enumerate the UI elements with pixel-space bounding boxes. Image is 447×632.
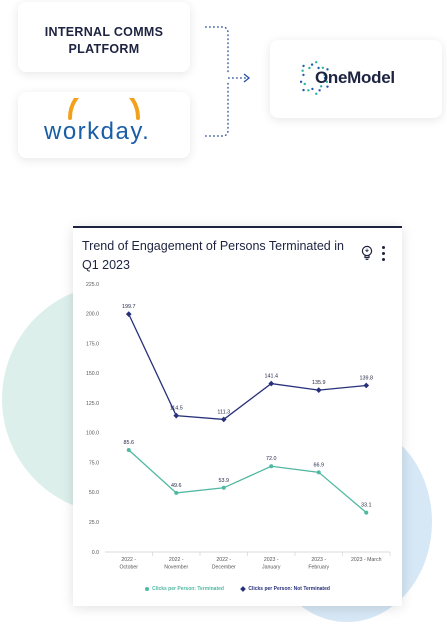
onemodel-logo: OneModel	[315, 68, 395, 87]
x-tick-label: 2022 -	[216, 557, 231, 563]
logo-dot	[301, 69, 304, 72]
logo-dot	[323, 73, 326, 77]
data-label: 33.1	[361, 503, 372, 509]
data-point	[125, 311, 132, 317]
logo-dot	[318, 89, 321, 92]
y-tick-label: 225.0	[86, 282, 99, 288]
logo-dot	[307, 89, 310, 92]
chart-title: Trend of Engagement of Persons Terminate…	[82, 239, 344, 272]
x-tick-label: December	[212, 565, 236, 571]
logo-dot	[311, 87, 314, 91]
data-point	[268, 380, 275, 387]
chart-card: Trend of Engagement of Persons Terminate…	[73, 226, 402, 606]
line-chart: 0.0 25.0 50.0 75.0 100.0 125.0 150.0 175.0 200.0…	[86, 282, 391, 571]
more-options-icon[interactable]	[381, 246, 387, 262]
logo-dot	[315, 60, 318, 64]
data-point	[126, 448, 131, 453]
logo-dot	[320, 85, 323, 88]
logo-dot	[326, 85, 329, 88]
data-label: 139.8	[360, 375, 374, 381]
y-tick-label: 150.0	[86, 371, 99, 377]
logo-dot	[326, 68, 329, 71]
series-line-1	[128, 313, 367, 421]
y-tick-label: 25.0	[89, 520, 99, 526]
target-card-onemodel: OneModel	[270, 40, 442, 118]
y-tick-label: 50.0	[89, 490, 99, 496]
legend-item-not-terminated[interactable]: Clicks per Person: Not Terminated	[240, 585, 330, 592]
data-point	[269, 464, 274, 469]
x-tick-label: November	[164, 565, 188, 571]
data-label: 135.9	[312, 380, 326, 386]
logo-dot	[300, 80, 303, 84]
x-tick-label: February	[308, 565, 329, 571]
legend-marker-diamond	[240, 585, 247, 592]
x-tick-label: October	[120, 565, 139, 571]
x-tick-label: 2023 - March	[351, 557, 382, 563]
connector-lines	[205, 26, 251, 137]
data-point	[174, 490, 179, 495]
legend-label: Clicks per Person: Terminated	[152, 586, 224, 592]
logo-dot	[321, 66, 325, 69]
data-point	[364, 510, 369, 515]
logo-dot	[308, 66, 311, 70]
y-tick-label: 100.0	[86, 431, 99, 437]
logo-dot	[302, 64, 305, 68]
data-point	[315, 387, 322, 393]
internal-comms-label: INTERNAL COMMS PLATFORM	[44, 25, 164, 56]
data-label: 199.7	[122, 304, 136, 310]
data-label: 66.9	[314, 462, 325, 468]
data-point	[220, 416, 227, 423]
logo-dot	[310, 63, 314, 66]
source-card-workday: workday.	[18, 92, 190, 158]
y-tick-label: 125.0	[86, 401, 99, 407]
logo-dot	[302, 88, 305, 92]
logo-dot	[323, 76, 327, 80]
workday-logo-arc-icon	[68, 98, 140, 120]
data-label: 49.6	[171, 483, 182, 489]
y-tick-label: 200.0	[86, 312, 99, 318]
logo-dot	[315, 92, 318, 96]
data-point	[221, 485, 226, 490]
x-tick-label: 2022 -	[169, 557, 184, 563]
y-tick-label: 0.0	[92, 550, 99, 556]
data-label: 114.5	[170, 406, 183, 412]
workday-logo: workday.	[44, 118, 151, 145]
y-tick-label: 75.0	[89, 460, 99, 466]
onemodel-logo-dots-icon	[300, 60, 329, 96]
source-card-internal-comms: INTERNAL COMMS PLATFORM	[18, 2, 190, 72]
logo-dot	[302, 73, 305, 77]
lightbulb-icon[interactable]	[360, 245, 374, 261]
data-label: 72.0	[266, 456, 277, 462]
chart-legend: Clicks per Person: Terminated Clicks per…	[73, 585, 402, 592]
series-line-0	[128, 449, 367, 514]
data-label: 141.4	[265, 374, 279, 380]
data-point	[173, 412, 180, 419]
legend-item-terminated[interactable]: Clicks per Person: Terminated	[145, 586, 224, 592]
logo-dot	[325, 80, 329, 84]
logo-dot	[303, 82, 306, 86]
logo-dot	[317, 66, 320, 70]
data-point	[316, 470, 321, 475]
x-tick-label: January	[262, 565, 281, 571]
legend-marker-circle	[145, 586, 150, 591]
data-point	[363, 382, 370, 389]
x-tick-label: 2023 -	[264, 557, 279, 563]
legend-label: Clicks per Person: Not Terminated	[248, 586, 330, 592]
data-label: 111.3	[217, 409, 230, 415]
data-label: 85.6	[124, 440, 135, 446]
data-label: 53.9	[219, 478, 230, 484]
y-tick-label: 175.0	[86, 341, 99, 347]
x-tick-label: 2022 -	[121, 557, 136, 563]
x-tick-label: 2023 -	[311, 557, 326, 563]
